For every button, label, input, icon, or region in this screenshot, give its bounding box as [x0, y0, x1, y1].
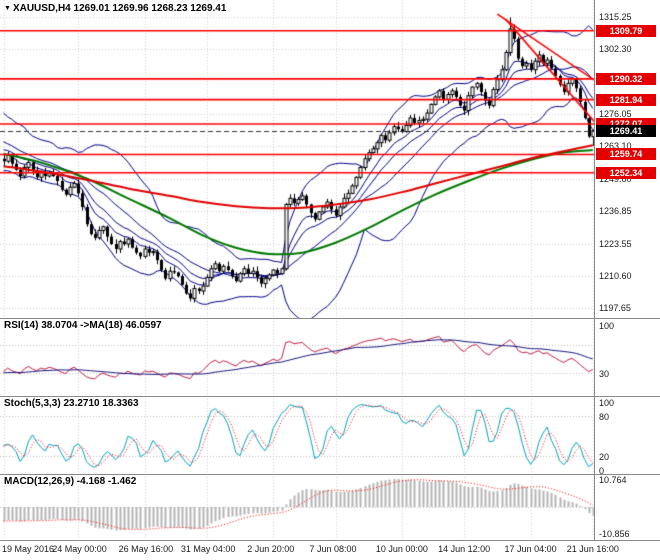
price-tick-label: 1276.05: [599, 109, 632, 120]
macd-axis-label: 10.764: [599, 475, 627, 485]
macd-indicator-label: MACD(12,26,9) -4.168 -1.462: [4, 476, 137, 487]
panel-divider-stoch[interactable]: [0, 396, 660, 397]
chart-ohlc-text: XAUUSD,H4 1269.01 1269.96 1268.23 1269.4…: [12, 3, 227, 14]
time-axis-divider: [0, 540, 660, 541]
price-tick-label: 1210.60: [599, 270, 632, 281]
rsi-axis-label: 30: [599, 368, 610, 379]
level-price-tag: 1252.34: [596, 166, 656, 179]
stoch-axis-label: 20: [599, 452, 610, 463]
time-tick-label: 19 May 2016: [2, 544, 55, 554]
panel-divider-macd[interactable]: [0, 474, 660, 475]
price-tick-label: 1263.10: [599, 141, 632, 152]
level-price-tag: 1259.74: [596, 148, 656, 161]
stoch-axis-label: 100: [599, 398, 615, 408]
price-tick-label: 1249.80: [599, 174, 632, 185]
time-tick-label: 26 May 16:00: [118, 544, 174, 554]
symbol-dropdown-icon[interactable]: ▼: [4, 5, 11, 12]
level-price-tag: 1309.79: [596, 24, 656, 37]
price-tick-label: 1315.25: [599, 12, 632, 23]
current-price-tag: 1269.41: [596, 124, 656, 137]
time-tick-label: 10 Jun 00:00: [375, 544, 428, 554]
price-tick-label: 1236.85: [599, 206, 632, 217]
time-tick-label: 7 Jun 08:00: [309, 544, 357, 554]
time-tick-label: 14 Jun 12:00: [438, 544, 491, 554]
time-tick-label: 17 Jun 04:00: [504, 544, 557, 554]
level-price-tag: 1290.32: [596, 72, 656, 85]
stoch-axis-label: 0: [599, 466, 605, 476]
stoch-axis-label: 80: [599, 411, 610, 422]
macd-axis-label: -10.856: [599, 529, 630, 539]
price-tick-label: 1197.65: [599, 302, 631, 313]
rsi-axis-label: 100: [599, 321, 615, 331]
price-tick-label: 1223.55: [599, 238, 632, 249]
chart-legend: ▼ XAUUSD,H4 1269.01 1269.96 1268.23 1269.…: [4, 3, 226, 14]
time-tick-label: 31 May 04:00: [180, 544, 236, 554]
time-tick-label: 24 May 00:00: [52, 544, 107, 554]
price-axis-divider: [594, 0, 595, 540]
time-tick-label: 21 Jun 16:00: [566, 544, 619, 554]
panel-divider-rsi[interactable]: [0, 318, 660, 319]
level-price-tag: 1281.94: [596, 93, 656, 106]
price-tick-label: 1302.30: [599, 44, 632, 55]
time-tick-label: 2 Jun 20:00: [247, 544, 295, 554]
rsi-indicator-label: RSI(14) 38.0704 ->MA(18) 46.0597: [4, 320, 162, 331]
stoch-indicator-label: Stoch(5,3,3) 23.2710 18.3363: [4, 398, 139, 409]
